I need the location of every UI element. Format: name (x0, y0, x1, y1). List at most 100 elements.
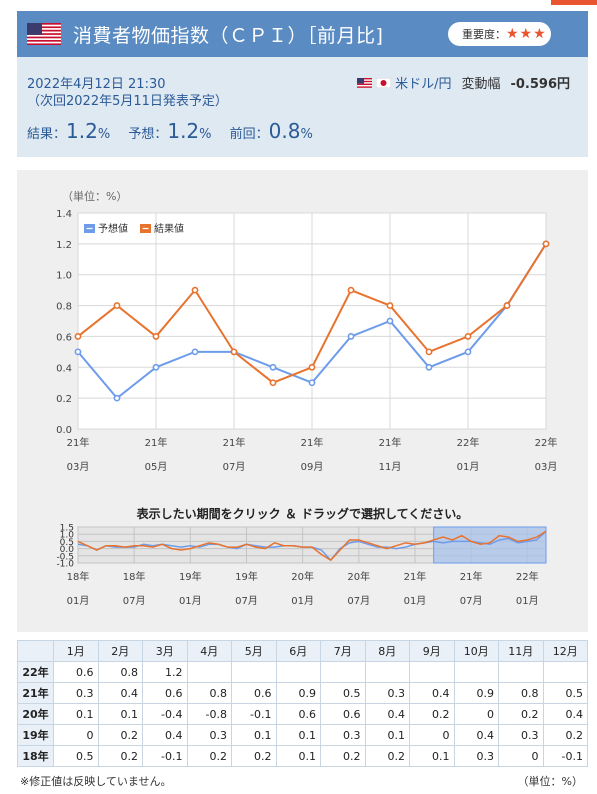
table-cell (186, 661, 232, 683)
table-month-header: 8月 (364, 640, 410, 662)
charts-svg: （単位：%） 0.0 0.2 0.4 0.6 0.8 1.0 1.2 1.4 21年 03月 21年… (56, 189, 557, 608)
table-month-header: 4月 (186, 640, 232, 662)
currency-pair-link[interactable]: 米ドル/円 (395, 77, 452, 92)
x-tick-month: 01月 (457, 461, 480, 473)
main-line-chart: 0.0 0.2 0.4 0.6 0.8 1.0 1.2 1.4 21年 03月 21年 05月 21年 0… (56, 209, 557, 473)
table-cell (364, 661, 410, 683)
table-cell: 1.2 (142, 661, 188, 683)
table-month-header: 11月 (498, 640, 544, 662)
data-point (308, 363, 316, 371)
table-cell (542, 661, 588, 683)
x-tick-year: 22年 (535, 436, 558, 449)
selector-x-tick-month: 07月 (235, 595, 258, 607)
data-point (74, 348, 82, 356)
corner-tab[interactable] (551, 0, 597, 5)
importance-stars: ★★★ (506, 26, 547, 42)
table-month-header: 1月 (53, 640, 99, 662)
selector-y-tick-label: -1.0 (56, 560, 74, 570)
selector-y-tick-label: 0.5 (60, 538, 74, 548)
data-point (113, 302, 121, 309)
forecast-unit: % (199, 127, 212, 142)
table-year-header: 19年 (17, 724, 54, 746)
table-cell: 0.3 (364, 682, 410, 704)
table-cell: 0.4 (542, 703, 588, 725)
table-cell: 0.2 (364, 745, 410, 767)
x-tick-year: 21年 (301, 436, 324, 449)
forecast-label: 予想： (128, 127, 168, 142)
selector-x-tick-year: 22年 (516, 570, 539, 583)
selector-x-tick-year: 21年 (404, 570, 427, 583)
page-title: 消費者物価指数（ＣＰＩ）［前月比] (73, 25, 384, 47)
data-point (464, 348, 472, 356)
data-point (152, 333, 160, 340)
table-cell: 0.6 (320, 703, 366, 725)
table-cell: 0.1 (275, 724, 321, 746)
importance-badge: 重要度：★★★ (448, 22, 551, 46)
table-cell: 0.2 (320, 745, 366, 767)
previous-unit: % (300, 127, 313, 142)
table-cell (275, 661, 321, 683)
table-cell: 0.4 (409, 682, 455, 704)
table-cell: 0.4 (364, 703, 410, 725)
table-cell: 0.6 (142, 682, 188, 704)
x-tick-month: 07月 (223, 461, 246, 473)
forecast-value: 1.2 (167, 119, 200, 143)
legend-label: 結果値 (154, 222, 184, 235)
table-cell: 0.2 (97, 724, 143, 746)
data-point (74, 333, 82, 340)
range-selector-chart[interactable]: 1.51.00.50.0-0.5-1.018年01月18年07月19年01月19… (56, 524, 547, 608)
table-cell: 0.5 (320, 682, 366, 704)
data-point (425, 363, 433, 371)
selector-x-tick-month: 01月 (179, 595, 202, 607)
table-cell: 0.2 (231, 745, 277, 767)
table-year-header: 20年 (17, 703, 54, 725)
data-point (347, 333, 355, 340)
x-tick-year: 21年 (379, 436, 402, 449)
y-tick-label: 0.0 (56, 425, 72, 436)
table-month-header: 5月 (231, 640, 277, 662)
table-month-header: 3月 (142, 640, 188, 662)
x-tick-month: 03月 (67, 461, 90, 473)
table-cell: -0.1 (231, 703, 277, 725)
release-datetime: 2022年4月12日 21:30 (27, 77, 166, 92)
table-cell: 0.4 (97, 682, 143, 704)
selector-y-tick-label: 1.0 (60, 531, 75, 541)
previous-label: 前回： (229, 127, 269, 142)
table-cell (231, 661, 277, 683)
jp-flag-icon (376, 77, 392, 88)
table-month-header: 6月 (275, 640, 321, 662)
table-cell: 0.1 (275, 745, 321, 767)
history-table: 1月 2月 3月 4月 5月 6月 7月 8月 9月 10月 11月 12月 22年 0.6 0.8 1.2… (17, 640, 588, 767)
selector-x-tick-month: 01月 (67, 595, 90, 607)
table-cell: 0.3 (498, 724, 544, 746)
table-cell: 0.6 (231, 682, 277, 704)
selector-x-tick-month: 07月 (460, 595, 483, 607)
table-cell (498, 661, 544, 683)
data-point (386, 317, 394, 325)
results-row: 結果：1.2% 予想：1.2% 前回：0.8% (27, 119, 327, 143)
table-cell: 0.6 (53, 661, 99, 683)
selector-y-tick-label: 1.5 (60, 524, 74, 534)
result-label: 結果： (27, 127, 67, 142)
table-cell: 0.3 (320, 724, 366, 746)
table-cell: -0.8 (186, 703, 232, 725)
table-year-header: 22年 (17, 661, 54, 683)
selector-x-tick-month: 01月 (516, 595, 539, 607)
table-year-header: 18年 (17, 745, 54, 767)
table-cell: -0.4 (142, 703, 188, 725)
table-cell: 0.2 (409, 703, 455, 725)
chart-panel: （単位：%） 0.0 0.2 0.4 0.6 0.8 1.0 1.2 1.4 21年 03月 21年… (17, 170, 588, 632)
data-point (191, 286, 199, 294)
table-corner-cell (17, 640, 54, 662)
footnote: ※修正値は反映していません。 (20, 775, 172, 788)
data-point (308, 379, 316, 387)
table-cell: 0.3 (53, 682, 99, 704)
table-row: 22年 0.6 0.8 1.2 (17, 661, 588, 683)
table-cell (320, 661, 366, 683)
x-tick-year: 21年 (67, 436, 90, 449)
currency-pair-info: 米ドル/円 変動幅 -0.596円 (357, 73, 570, 92)
selector-x-tick-month: 01月 (291, 595, 314, 607)
y-tick-label: 0.2 (56, 394, 72, 405)
data-point (347, 286, 355, 294)
table-cell (409, 661, 455, 683)
